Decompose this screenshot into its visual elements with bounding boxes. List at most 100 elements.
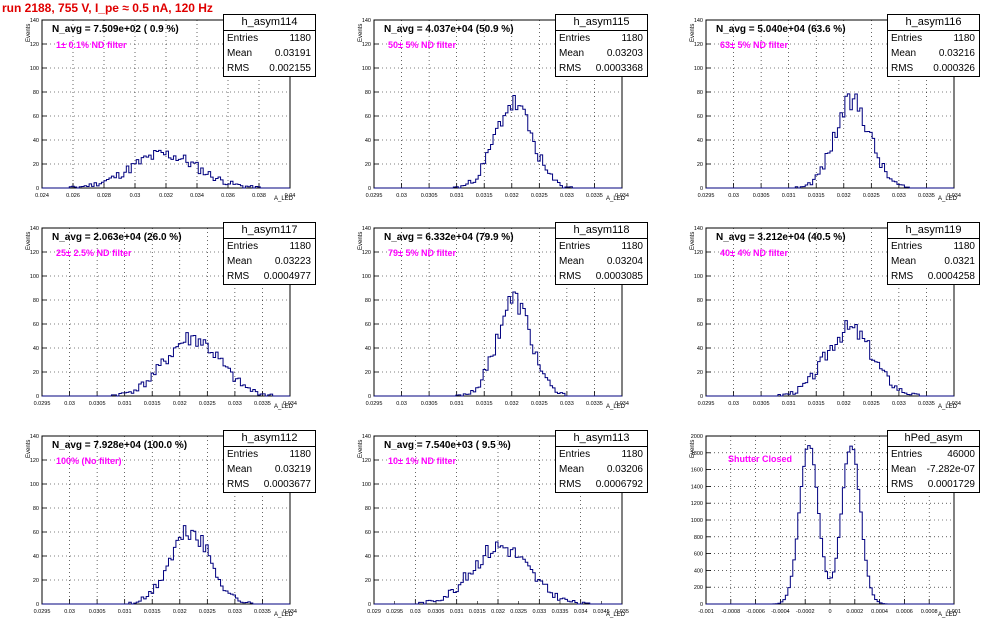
x-tick-label: 0.04 bbox=[285, 193, 296, 199]
y-axis-label: Events bbox=[26, 439, 32, 458]
y-axis-label: Events bbox=[690, 439, 696, 458]
y-tick-label: 1200 bbox=[691, 501, 703, 507]
y-tick-label: 200 bbox=[694, 585, 703, 591]
x-tick-label: 0.032 bbox=[159, 193, 173, 199]
x-axis-label: A_LED bbox=[274, 612, 294, 618]
x-tick-label: 0.0315 bbox=[808, 401, 825, 407]
y-axis-label: Events bbox=[26, 231, 32, 250]
histogram-series bbox=[42, 332, 290, 397]
stat-value: -7.282e-07 bbox=[926, 464, 975, 475]
x-axis-label: A_LED bbox=[274, 404, 294, 410]
y-tick-label: 100 bbox=[694, 66, 703, 72]
x-axis-label: A_LED bbox=[606, 612, 626, 618]
x-tick-label: 0.0295 bbox=[698, 193, 715, 199]
stat-value: 0.03191 bbox=[274, 48, 311, 59]
x-tick-label: 0.031 bbox=[782, 193, 796, 199]
x-tick-label: 0.033 bbox=[228, 401, 242, 407]
y-tick-label: 140 bbox=[30, 434, 39, 440]
stat-label: RMS bbox=[559, 63, 582, 74]
histogram-series bbox=[374, 95, 622, 189]
stat-box: hPed_asym Entries 46000 Mean -7.282e-07 RMS 0.… bbox=[887, 430, 980, 493]
y-tick-label: 80 bbox=[365, 298, 371, 304]
histogram-panel-h_asym114: 0.024 0.026 0.028 0.03 0.032 0.034 0.036 0.038 0… bbox=[0, 14, 332, 219]
y-tick-label: 40 bbox=[365, 346, 371, 352]
histogram-panel-h_asym118: 0.0295 0.03 0.0305 0.031 0.0315 0.032 0.0325 0.… bbox=[332, 222, 664, 427]
x-tick-label: 0.0325 bbox=[863, 401, 880, 407]
y-axis-label: Events bbox=[358, 23, 364, 42]
x-tick-label: 0.031 bbox=[118, 401, 132, 407]
y-tick-label: 120 bbox=[694, 42, 703, 48]
stat-label: Entries bbox=[559, 449, 591, 460]
stat-value: 0.0004258 bbox=[927, 271, 975, 282]
stat-row-rms: RMS 0.0003677 bbox=[224, 477, 315, 492]
stat-row-mean: Mean -7.282e-07 bbox=[888, 462, 979, 477]
histogram-panel-h_asym117: 0.0295 0.03 0.0305 0.031 0.0315 0.032 0.0325 0.… bbox=[0, 222, 332, 427]
y-tick-label: 80 bbox=[697, 90, 703, 96]
x-tick-label: -0.0006 bbox=[746, 609, 765, 615]
y-tick-label: 60 bbox=[365, 114, 371, 120]
x-tick-label: 0.0305 bbox=[421, 193, 438, 199]
stat-box-title: h_asym112 bbox=[224, 431, 315, 447]
page-title: run 2188, 755 V, I_pe ≈ 0.5 nA, 120 Hz bbox=[2, 1, 213, 15]
stat-value: 1180 bbox=[953, 241, 975, 252]
y-tick-label: 140 bbox=[362, 434, 371, 440]
n-avg-label: N_avg = 7.509e+02 ( 0.9 %) bbox=[52, 24, 179, 35]
stat-row-entries: Entries 1180 bbox=[224, 31, 315, 46]
y-tick-label: 20 bbox=[365, 578, 371, 584]
y-tick-label: 0 bbox=[700, 186, 703, 192]
n-avg-label: N_avg = 3.212e+04 (40.5 %) bbox=[716, 232, 846, 243]
histogram-series bbox=[706, 93, 954, 189]
x-tick-label: -0.0004 bbox=[771, 609, 790, 615]
x-tick-label: 0.0335 bbox=[918, 401, 935, 407]
stat-row-mean: Mean 0.03219 bbox=[224, 462, 315, 477]
y-tick-label: 60 bbox=[365, 322, 371, 328]
y-tick-label: 100 bbox=[30, 274, 39, 280]
y-axis-label: Events bbox=[358, 439, 364, 458]
y-tick-label: 100 bbox=[362, 66, 371, 72]
stat-value: 0.0003368 bbox=[595, 63, 643, 74]
stat-label: RMS bbox=[227, 63, 250, 74]
filter-note: 100% (No filter) bbox=[56, 456, 122, 466]
stat-label: Mean bbox=[559, 256, 585, 267]
y-tick-label: 100 bbox=[362, 274, 371, 280]
x-tick-label: 0.0305 bbox=[421, 401, 438, 407]
y-axis-label: Events bbox=[690, 23, 696, 42]
y-tick-label: 60 bbox=[33, 530, 39, 536]
x-tick-label: 0.0335 bbox=[586, 401, 603, 407]
x-tick-label: 0.032 bbox=[491, 609, 505, 615]
y-tick-label: 20 bbox=[33, 370, 39, 376]
stat-box: h_asym115 Entries 1180 Mean 0.03203 RMS 0.0003… bbox=[555, 14, 648, 77]
stat-label: Mean bbox=[559, 48, 585, 59]
y-tick-label: 120 bbox=[362, 250, 371, 256]
y-tick-label: 1600 bbox=[691, 468, 703, 474]
y-tick-label: 60 bbox=[33, 114, 39, 120]
y-tick-label: 140 bbox=[694, 226, 703, 232]
histogram-panel-h_asym119: 0.0295 0.03 0.0305 0.031 0.0315 0.032 0.0325 0.… bbox=[664, 222, 996, 427]
y-tick-label: 40 bbox=[33, 138, 39, 144]
x-tick-label: 0.031 bbox=[118, 609, 132, 615]
stat-row-mean: Mean 0.0321 bbox=[888, 254, 979, 269]
histogram-series bbox=[706, 445, 954, 605]
y-tick-label: 60 bbox=[365, 530, 371, 536]
x-tick-label: -0.0008 bbox=[721, 609, 740, 615]
x-tick-label: 0.03 bbox=[728, 193, 739, 199]
histogram-panel-h_asym113: 0.029 0.03 0.031 0.032 0.033 0.034 0.035 0.0295… bbox=[332, 430, 664, 635]
y-tick-label: 0 bbox=[36, 602, 39, 608]
n-avg-label: N_avg = 7.928e+04 (100.0 %) bbox=[52, 440, 188, 451]
x-tick-label: 0.0315 bbox=[476, 193, 493, 199]
stat-row-entries: Entries 1180 bbox=[556, 31, 647, 46]
x-tick-label: 0.034 bbox=[190, 193, 204, 199]
y-tick-label: 120 bbox=[30, 458, 39, 464]
x-tick-label: 0.032 bbox=[837, 401, 851, 407]
y-tick-label: 140 bbox=[30, 226, 39, 232]
stat-row-rms: RMS 0.0004258 bbox=[888, 269, 979, 284]
stat-value: 0.0321 bbox=[944, 256, 975, 267]
stat-row-rms: RMS 0.0004977 bbox=[224, 269, 315, 284]
x-tick-label: -0.001 bbox=[698, 609, 714, 615]
stat-value: 1180 bbox=[953, 33, 975, 44]
stat-row-mean: Mean 0.03206 bbox=[556, 462, 647, 477]
x-tick-label: 0.034 bbox=[574, 609, 588, 615]
stat-label: RMS bbox=[227, 271, 250, 282]
histogram-series bbox=[42, 525, 290, 605]
stat-value: 1180 bbox=[289, 33, 311, 44]
